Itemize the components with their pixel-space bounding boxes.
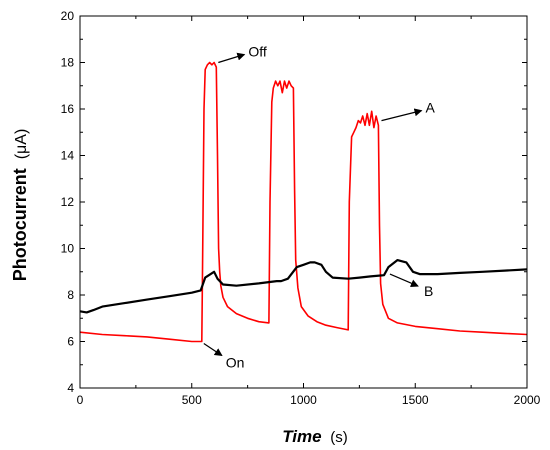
annotation-arrow [381, 108, 423, 122]
y-axis-label: Photocurrent [10, 168, 30, 281]
plot-area: Off A On B 0 500 1000 1500 2000 4 6 8 10 12 14 16 18 20 [61, 9, 541, 407]
x-tick-label: 1000 [290, 393, 317, 407]
annotation-arrow [203, 343, 223, 357]
x-axis-label: Time [282, 427, 321, 446]
y-tick-label: 8 [67, 288, 74, 302]
annotation-label: On [226, 355, 245, 371]
annotation-arrow [389, 273, 419, 287]
annotation-layer: Off A On B [203, 44, 435, 371]
y-axis-title: Photocurrent (μA) [10, 129, 30, 282]
annotation-label: Off [248, 44, 267, 60]
x-tick-label: 2000 [514, 393, 541, 407]
series-line-b [79, 259, 528, 314]
y-axis-unit: (μA) [13, 129, 30, 160]
y-tick-label: 20 [61, 9, 75, 23]
annotation-label: B [424, 283, 433, 299]
series-line-a [79, 61, 528, 343]
y-tick-label: 12 [61, 195, 75, 209]
annotation-arrow [218, 52, 246, 64]
plot-frame [79, 15, 528, 389]
x-axis-unit: (s) [330, 429, 348, 446]
annotation-label: A [425, 100, 435, 116]
y-tick-label: 14 [61, 149, 75, 163]
x-tick-label: 500 [182, 393, 202, 407]
y-tick-label: 16 [61, 102, 75, 116]
y-tick-label: 10 [61, 242, 75, 256]
x-tick-label: 1500 [402, 393, 429, 407]
x-tick-label: 0 [77, 393, 84, 407]
x-axis-title: Time (s) [282, 427, 348, 446]
y-tick-label: 6 [67, 335, 74, 349]
series-layer [79, 61, 528, 343]
ticks-layer: 0 500 1000 1500 2000 4 6 8 10 12 14 16 18 20 [61, 9, 541, 407]
y-tick-label: 4 [67, 381, 74, 395]
y-tick-label: 18 [61, 56, 75, 70]
